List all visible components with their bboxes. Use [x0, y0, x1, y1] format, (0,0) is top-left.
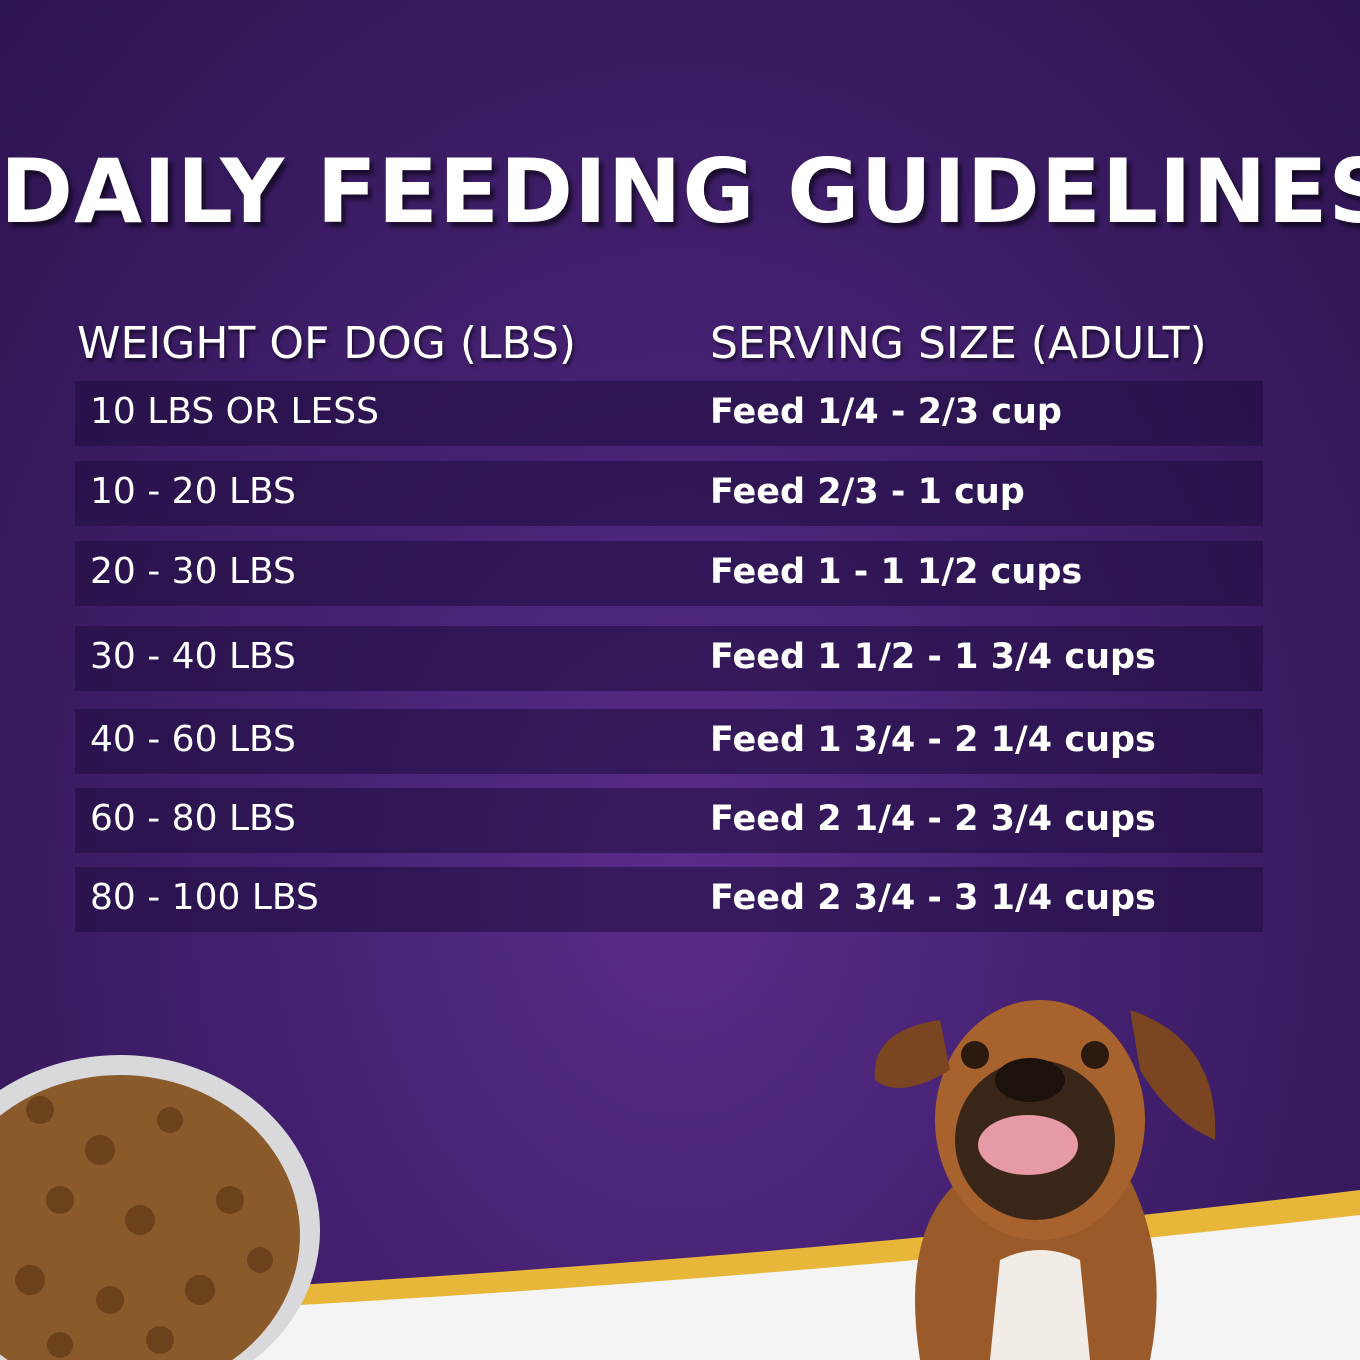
serving-cell: Feed 2 1/4 - 2 3/4 cups	[710, 799, 1156, 839]
table-row: 60 - 80 LBS Feed 2 1/4 - 2 3/4 cups	[75, 788, 1263, 853]
kibble-pieces	[15, 1096, 273, 1358]
column-header: WEIGHT OF DOG (LBS)	[77, 318, 577, 369]
table-row: 10 - 20 LBS Feed 2/3 - 1 cup	[75, 461, 1263, 526]
serving-cell: Feed 2 3/4 - 3 1/4 cups	[710, 878, 1156, 918]
table-row: 80 - 100 LBS Feed 2 3/4 - 3 1/4 cups	[75, 867, 1263, 932]
title: DAILY FEEDING GUIDELINES	[0, 140, 1360, 243]
table-row: 40 - 60 LBS Feed 1 3/4 - 2 1/4 cups	[75, 709, 1263, 774]
serving-cell: Feed 1/4 - 2/3 cup	[710, 392, 1062, 432]
weight-cell: 60 - 80 LBS	[90, 798, 296, 839]
weight-cell: 30 - 40 LBS	[90, 636, 296, 677]
dog	[874, 1000, 1216, 1360]
weight-cell: 40 - 60 LBS	[90, 719, 296, 760]
column-header: SERVING SIZE (ADULT)	[710, 318, 1207, 369]
table-row: 10 LBS OR LESS Feed 1/4 - 2/3 cup	[75, 381, 1263, 446]
weight-cell: 20 - 30 LBS	[90, 551, 296, 592]
weight-cell: 80 - 100 LBS	[90, 877, 319, 918]
table-row: 20 - 30 LBS Feed 1 - 1 1/2 cups	[75, 541, 1263, 606]
serving-cell: Feed 2/3 - 1 cup	[710, 472, 1025, 512]
table-row: 30 - 40 LBS Feed 1 1/2 - 1 3/4 cups	[75, 626, 1263, 691]
weight-cell: 10 LBS OR LESS	[90, 391, 379, 432]
serving-cell: Feed 1 1/2 - 1 3/4 cups	[710, 637, 1156, 677]
weight-cell: 10 - 20 LBS	[90, 471, 296, 512]
serving-cell: Feed 1 3/4 - 2 1/4 cups	[710, 720, 1156, 760]
serving-cell: Feed 1 - 1 1/2 cups	[710, 552, 1083, 592]
